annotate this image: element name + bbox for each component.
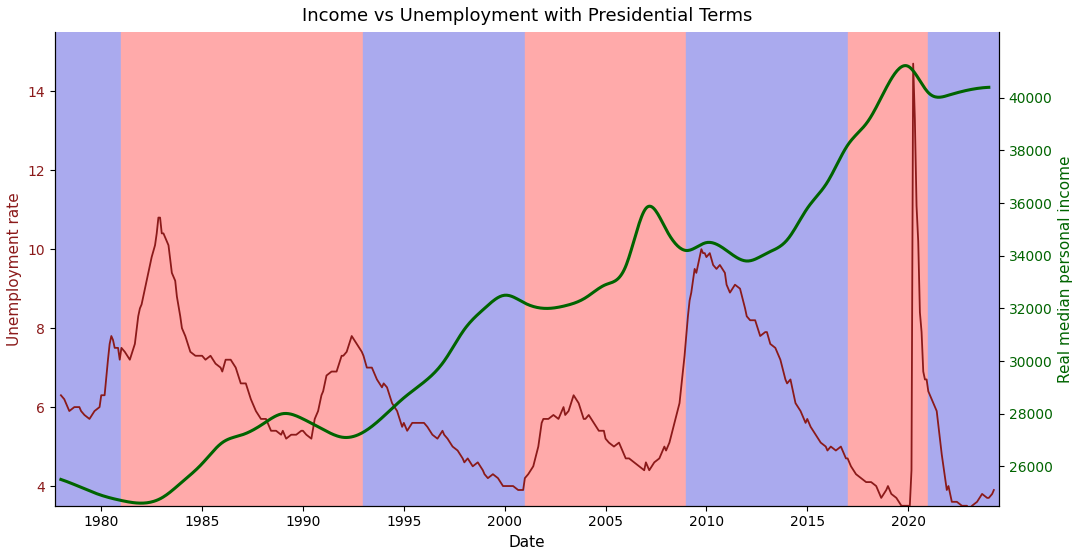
Bar [525,32,686,506]
Bar [364,32,525,506]
Bar [121,32,283,506]
Bar [686,32,848,506]
Bar [41,32,121,506]
X-axis label: Date: Date [509,535,545,550]
Bar [848,32,929,506]
Bar [283,32,364,506]
Y-axis label: Unemployment rate: Unemployment rate [6,192,22,346]
Bar [929,32,999,506]
Y-axis label: Real median personal income: Real median personal income [1058,155,1074,383]
Title: Income vs Unemployment with Presidential Terms: Income vs Unemployment with Presidential… [301,7,752,25]
